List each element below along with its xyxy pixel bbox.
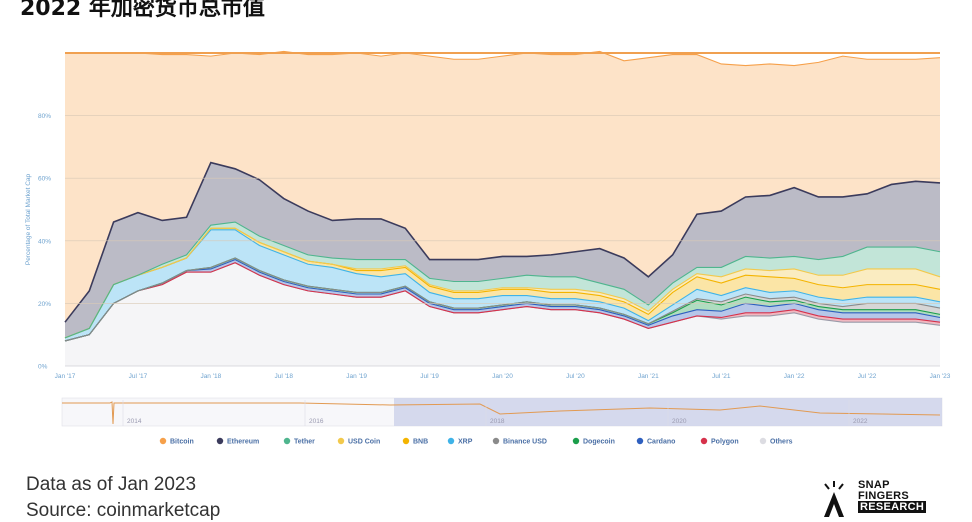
line-usd-coin (64, 227, 941, 339)
legend-item-ethereum[interactable]: Ethereum (216, 437, 259, 446)
navigator-tick-label: 2022 (853, 418, 868, 425)
legend-label: Bitcoin (170, 439, 194, 446)
y-tick-label: 80% (38, 113, 51, 120)
stacked-areas (65, 51, 940, 366)
legend-swatch (337, 437, 345, 445)
x-tick-label: Jan '20 (492, 373, 513, 380)
x-tick-label: Jan '18 (200, 373, 221, 380)
legend-swatch (447, 437, 455, 445)
area-tether (65, 222, 940, 338)
data-date-note: Data as of Jan 2023 (26, 474, 197, 495)
x-tick-label: Jan '21 (638, 373, 659, 380)
legend-label: Polygon (711, 439, 739, 446)
legend-label: Tether (294, 439, 315, 446)
line-polygon (64, 262, 941, 342)
x-tick-label: Jul '19 (420, 373, 439, 380)
legend-label: Dogecoin (583, 439, 615, 446)
area-ethereum (65, 162, 940, 338)
navigator-tick-label: 2018 (490, 418, 505, 425)
legend-label: Cardano (647, 439, 675, 446)
grid-lines (65, 52, 940, 367)
series-outlines (64, 50, 941, 342)
legend-item-bnb[interactable]: BNB (402, 437, 428, 446)
navigator-tick-label: 2016 (309, 418, 324, 425)
navigator-tick-label: 2020 (672, 418, 687, 425)
legend-label: BNB (413, 439, 428, 446)
x-tick-label: Jan '22 (784, 373, 805, 380)
x-tick-label: Jul '18 (274, 373, 293, 380)
line-ethereum (64, 161, 941, 323)
area-others (65, 262, 940, 366)
x-tick-label: Jul '17 (129, 373, 148, 380)
legend-item-tether[interactable]: Tether (283, 437, 315, 446)
legend-item-usd-coin[interactable]: USD Coin (337, 437, 380, 446)
legend-swatch (636, 437, 644, 445)
y-tick-label: 60% (38, 176, 51, 183)
legend-label: Others (770, 439, 793, 446)
line-binance-usd (64, 257, 941, 342)
navigator[interactable]: 2014 2016 2018 2020 2022 (61, 397, 943, 427)
snap-fingers-logo: SNAP FINGERS RESEARCH (814, 478, 944, 517)
legend-swatch (700, 437, 708, 445)
area-bitcoin (65, 51, 940, 323)
legend-swatch (283, 437, 291, 445)
x-tick-label: Jul '22 (858, 373, 877, 380)
legend-swatch (572, 437, 580, 445)
legend: Bitcoin Ethereum Tether USD Coin BNB XRP Binan… (159, 437, 793, 446)
x-tick-label: Jan '19 (346, 373, 367, 380)
legend-item-xrp[interactable]: XRP (447, 437, 473, 446)
x-tick-label: Jan '17 (55, 373, 76, 380)
legend-item-others[interactable]: Others (759, 437, 793, 446)
legend-item-bitcoin[interactable]: Bitcoin (159, 437, 194, 446)
legend-label: Binance USD (503, 439, 547, 446)
legend-item-polygon[interactable]: Polygon (700, 437, 739, 446)
logo-line-3: RESEARCH (858, 501, 927, 513)
market-cap-chart: 0% 20% 40% 60% 80% Percentage of Total Market… (25, 50, 951, 446)
legend-item-cardano[interactable]: Cardano (636, 437, 676, 446)
navigator-series (62, 401, 941, 425)
logo-mark-icon (824, 481, 844, 517)
navigator-tick-label: 2014 (127, 418, 142, 425)
x-tick-label: Jan '23 (930, 373, 951, 380)
legend-label: USD Coin (348, 439, 380, 446)
y-tick-label: 40% (38, 238, 51, 245)
line-bitcoin (65, 50, 941, 67)
legend-swatch (492, 437, 500, 445)
legend-item-binance-usd[interactable]: Binance USD (492, 437, 547, 446)
legend-swatch (159, 437, 167, 445)
logo-line-1: SNAP (858, 479, 890, 491)
y-tick-label: 20% (38, 301, 51, 308)
x-tick-label: Jul '21 (712, 373, 731, 380)
page-title: 2022 年加密货币总市值 (20, 0, 265, 21)
legend-swatch (759, 437, 767, 445)
source-note: Source: coinmarketcap (26, 500, 221, 521)
legend-item-dogecoin[interactable]: Dogecoin (572, 437, 615, 446)
area-bnb (65, 228, 940, 338)
y-axis-label: Percentage of Total Market Cap (25, 173, 32, 265)
area-binance-usd (65, 258, 940, 341)
legend-swatch (402, 437, 410, 445)
legend-swatch (216, 437, 224, 445)
y-tick-label: 0% (38, 364, 48, 371)
line-tether (64, 221, 941, 339)
x-tick-label: Jul '20 (566, 373, 585, 380)
legend-label: XRP (458, 439, 473, 446)
legend-label: Ethereum (227, 439, 259, 446)
logo-line-2: FINGERS (858, 490, 909, 502)
axes: 0% 20% 40% 60% 80% Percentage of Total Market… (25, 113, 951, 380)
line-xrp (64, 229, 941, 339)
area-xrp (65, 229, 940, 341)
